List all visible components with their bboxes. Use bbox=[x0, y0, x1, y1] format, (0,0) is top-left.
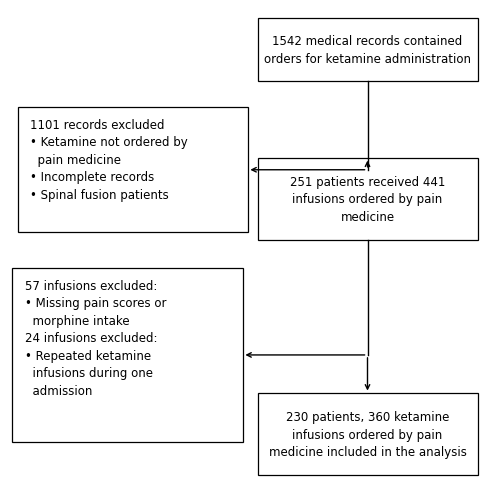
Text: 1542 medical records contained
orders for ketamine administration: 1542 medical records contained orders fo… bbox=[264, 35, 471, 66]
FancyBboxPatch shape bbox=[18, 108, 247, 233]
Text: 251 patients received 441
infusions ordered by pain
medicine: 251 patients received 441 infusions orde… bbox=[290, 175, 445, 223]
FancyBboxPatch shape bbox=[12, 269, 242, 442]
FancyBboxPatch shape bbox=[258, 19, 478, 82]
Text: 57 infusions excluded:
• Missing pain scores or
  morphine intake
24 infusions e: 57 infusions excluded: • Missing pain sc… bbox=[25, 279, 167, 397]
Text: 1101 records excluded
• Ketamine not ordered by
  pain medicine
• Incomplete rec: 1101 records excluded • Ketamine not ord… bbox=[30, 119, 188, 202]
Text: 230 patients, 360 ketamine
infusions ordered by pain
medicine included in the an: 230 patients, 360 ketamine infusions ord… bbox=[268, 410, 466, 458]
FancyBboxPatch shape bbox=[258, 394, 478, 475]
FancyBboxPatch shape bbox=[258, 158, 478, 240]
